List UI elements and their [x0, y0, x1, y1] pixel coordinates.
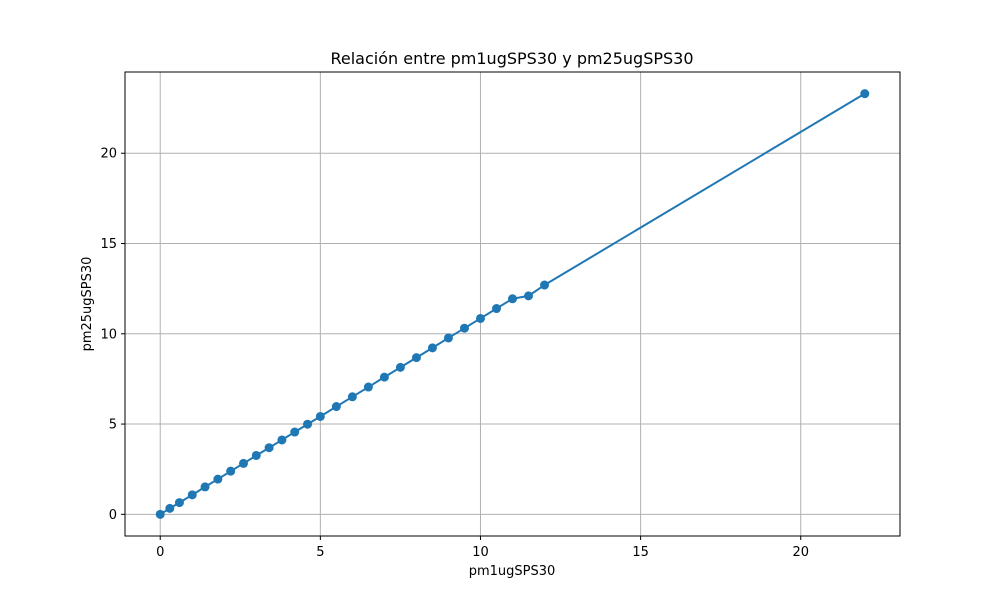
data-point	[540, 280, 550, 290]
data-point	[238, 458, 248, 468]
data-point	[174, 498, 184, 508]
data-point	[443, 333, 453, 343]
data-point	[251, 450, 261, 460]
data-point	[475, 313, 485, 323]
data-point	[303, 419, 313, 429]
x-tick-label: 20	[792, 545, 809, 560]
x-axis-ticks: 0 5 10 15 20	[156, 536, 809, 560]
data-point	[290, 427, 300, 437]
x-tick-label: 15	[632, 545, 649, 560]
y-tick-label: 0	[109, 508, 117, 523]
data-point	[363, 382, 373, 392]
grid	[125, 72, 900, 536]
y-tick-label: 20	[100, 147, 117, 162]
data-point	[264, 443, 274, 453]
data-point	[411, 353, 421, 363]
data-point	[379, 372, 389, 382]
y-axis-ticks: 0 5 10 15 20	[100, 147, 125, 523]
x-axis-label: pm1ugSPS30	[469, 564, 556, 579]
chart-title: Relación entre pm1ugSPS30 y pm25ugSPS30	[330, 49, 693, 68]
data-point	[491, 304, 501, 314]
data-point	[315, 411, 325, 421]
data-point	[213, 474, 223, 484]
series-line	[159, 92, 866, 516]
data-series	[155, 89, 870, 519]
plot-frame	[124, 71, 901, 537]
data-point	[459, 323, 469, 333]
x-tick-label: 5	[316, 545, 324, 560]
data-point	[331, 402, 341, 412]
y-tick-label: 10	[100, 327, 117, 342]
data-point	[155, 509, 165, 519]
y-tick-label: 15	[100, 237, 117, 252]
data-point	[277, 435, 287, 445]
data-point	[524, 291, 534, 301]
data-point	[187, 490, 197, 500]
data-point	[508, 294, 517, 304]
data-point	[347, 392, 357, 402]
y-tick-label: 5	[109, 418, 117, 433]
data-point	[860, 89, 870, 99]
data-point	[226, 466, 236, 476]
y-axis-label: pm25ugSPS30	[80, 257, 95, 352]
data-point	[395, 362, 405, 372]
x-tick-label: 0	[156, 545, 164, 560]
data-point	[200, 482, 210, 492]
data-point	[165, 503, 175, 513]
data-point	[427, 343, 437, 353]
x-tick-label: 10	[472, 545, 489, 560]
